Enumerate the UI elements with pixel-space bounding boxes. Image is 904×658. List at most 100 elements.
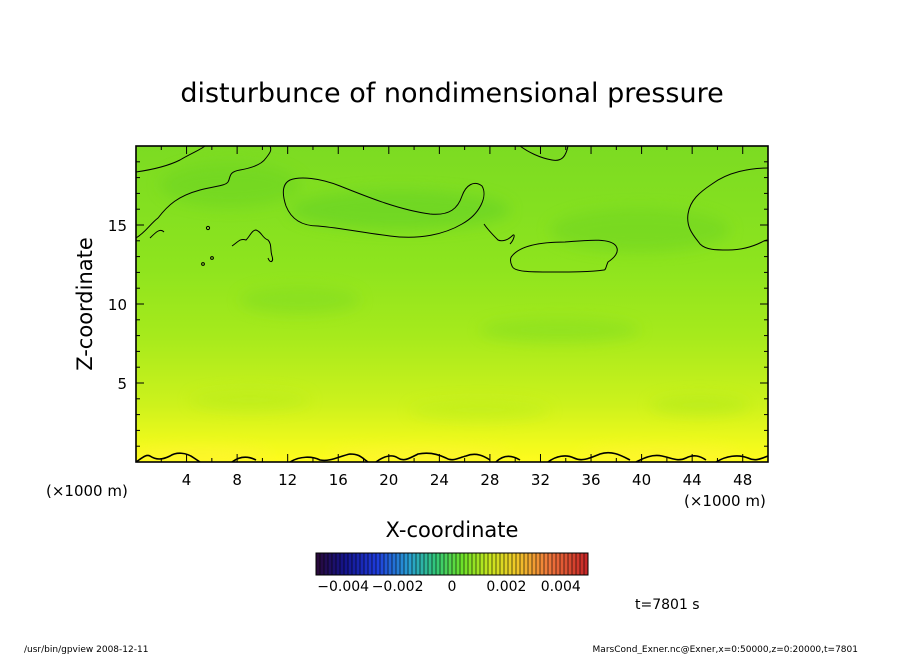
colorbar-swatch [548, 553, 552, 575]
y-axis-tick-labels: 5 10 15 [108, 217, 127, 393]
x-axis-ticks [160, 146, 744, 462]
colorbar-swatch [576, 553, 580, 575]
colorbar-swatch [352, 553, 356, 575]
colorbar-swatch [472, 553, 476, 575]
colorbar-tick-label: 0.004 [541, 579, 581, 595]
colorbar-swatch [440, 553, 444, 575]
colorbar-swatch [564, 553, 568, 575]
colorbar-swatch [376, 553, 380, 575]
colorbar-swatch [364, 553, 368, 575]
colorbar-swatch [356, 553, 360, 575]
contour-dot-2 [201, 262, 205, 266]
contour-fragment-a [231, 229, 273, 263]
colorbar-swatch [316, 553, 320, 575]
colorbar-swatch [580, 553, 584, 575]
contour-upper-left-top [136, 146, 206, 173]
colorbar-swatch [368, 553, 372, 575]
colorbar-swatch [412, 553, 416, 575]
colorbar-swatch [460, 553, 464, 575]
colorbar-swatch [448, 553, 452, 575]
x-tick-label: 40 [632, 471, 651, 489]
colorbar-swatch [428, 553, 432, 575]
x-tick-label: 8 [232, 471, 242, 489]
colorbar-swatch [488, 553, 492, 575]
x-tick-label: 48 [733, 471, 752, 489]
colorbar-swatch [528, 553, 532, 575]
colorbar-swatch [328, 553, 332, 575]
colorbar-swatch [500, 553, 504, 575]
colorbar-swatch [340, 553, 344, 575]
colorbar-swatch [324, 553, 328, 575]
colorbar-swatch [360, 553, 364, 575]
colorbar: −0.004 −0.002 0 0.002 0.004 [315, 552, 589, 595]
contour-fragment-b [483, 223, 515, 245]
colorbar-swatch [384, 553, 388, 575]
colorbar-swatches [315, 553, 588, 575]
colorbar-swatch [392, 553, 396, 575]
colorbar-swatch [372, 553, 376, 575]
colorbar-swatch [344, 553, 348, 575]
colorbar-swatch [532, 553, 536, 575]
colorbar-swatch [444, 553, 448, 575]
colorbar-swatch [468, 553, 472, 575]
x-axis-label: X-coordinate [386, 518, 519, 542]
colorbar-swatch [464, 553, 468, 575]
colorbar-swatch [552, 553, 556, 575]
colorbar-swatch [524, 553, 528, 575]
y-axis-label: Z-coordinate [73, 237, 97, 371]
y-tick-label: 5 [117, 375, 127, 393]
colorbar-swatch [400, 553, 404, 575]
contour-dot-3 [210, 256, 214, 260]
x-tick-label: 20 [379, 471, 398, 489]
x-tick-label: 4 [182, 471, 192, 489]
x-tick-label: 44 [683, 471, 702, 489]
colorbar-swatch [388, 553, 392, 575]
colorbar-swatch [424, 553, 428, 575]
colorbar-swatch [452, 553, 456, 575]
footer-left: /usr/bin/gpview 2008-12-11 [24, 645, 148, 654]
colorbar-swatch [484, 553, 488, 575]
colorbar-swatch [476, 553, 480, 575]
colorbar-swatch [336, 553, 340, 575]
colorbar-tick-label: −0.002 [372, 579, 424, 595]
contour-upper-left [136, 146, 272, 239]
contour-ground [136, 451, 768, 462]
colorbar-swatch [536, 553, 540, 575]
colorbar-swatch [544, 553, 548, 575]
colorbar-swatch [380, 553, 384, 575]
y-tick-label: 10 [108, 296, 127, 314]
x-tick-label: 32 [531, 471, 550, 489]
colorbar-swatch [560, 553, 564, 575]
x-tick-label: 24 [430, 471, 449, 489]
colorbar-swatch [496, 553, 500, 575]
colorbar-swatch [480, 553, 484, 575]
contour-right-blob [510, 239, 618, 273]
contour-lines [136, 146, 768, 462]
colorbar-tick-label: 0.002 [486, 579, 526, 595]
colorbar-tick-labels: −0.004 −0.002 0 0.002 0.004 [317, 579, 581, 595]
contour-top-edge [519, 146, 569, 161]
colorbar-swatch [436, 553, 440, 575]
contour-fragment-c [149, 229, 165, 239]
colorbar-swatch [348, 553, 352, 575]
contour-center-blob [282, 177, 485, 238]
y-axis-ticks [136, 161, 768, 447]
colorbar-swatch [572, 553, 576, 575]
colorbar-swatch [508, 553, 512, 575]
colorbar-swatch [512, 553, 516, 575]
colorbar-swatch [456, 553, 460, 575]
colorbar-swatch [516, 553, 520, 575]
x-axis-tick-labels: 4 8 12 16 20 24 28 32 36 40 44 48 [182, 471, 752, 489]
y-tick-label: 15 [108, 217, 127, 235]
colorbar-tick-label: 0 [448, 579, 457, 595]
colorbar-swatch [396, 553, 400, 575]
x-unit-right: (×1000 m) [684, 492, 766, 510]
colorbar-tick-label: −0.004 [317, 579, 369, 595]
colorbar-swatch [556, 553, 560, 575]
x-tick-label: 28 [480, 471, 499, 489]
colorbar-swatch [432, 553, 436, 575]
x-unit-left: (×1000 m) [46, 482, 128, 500]
